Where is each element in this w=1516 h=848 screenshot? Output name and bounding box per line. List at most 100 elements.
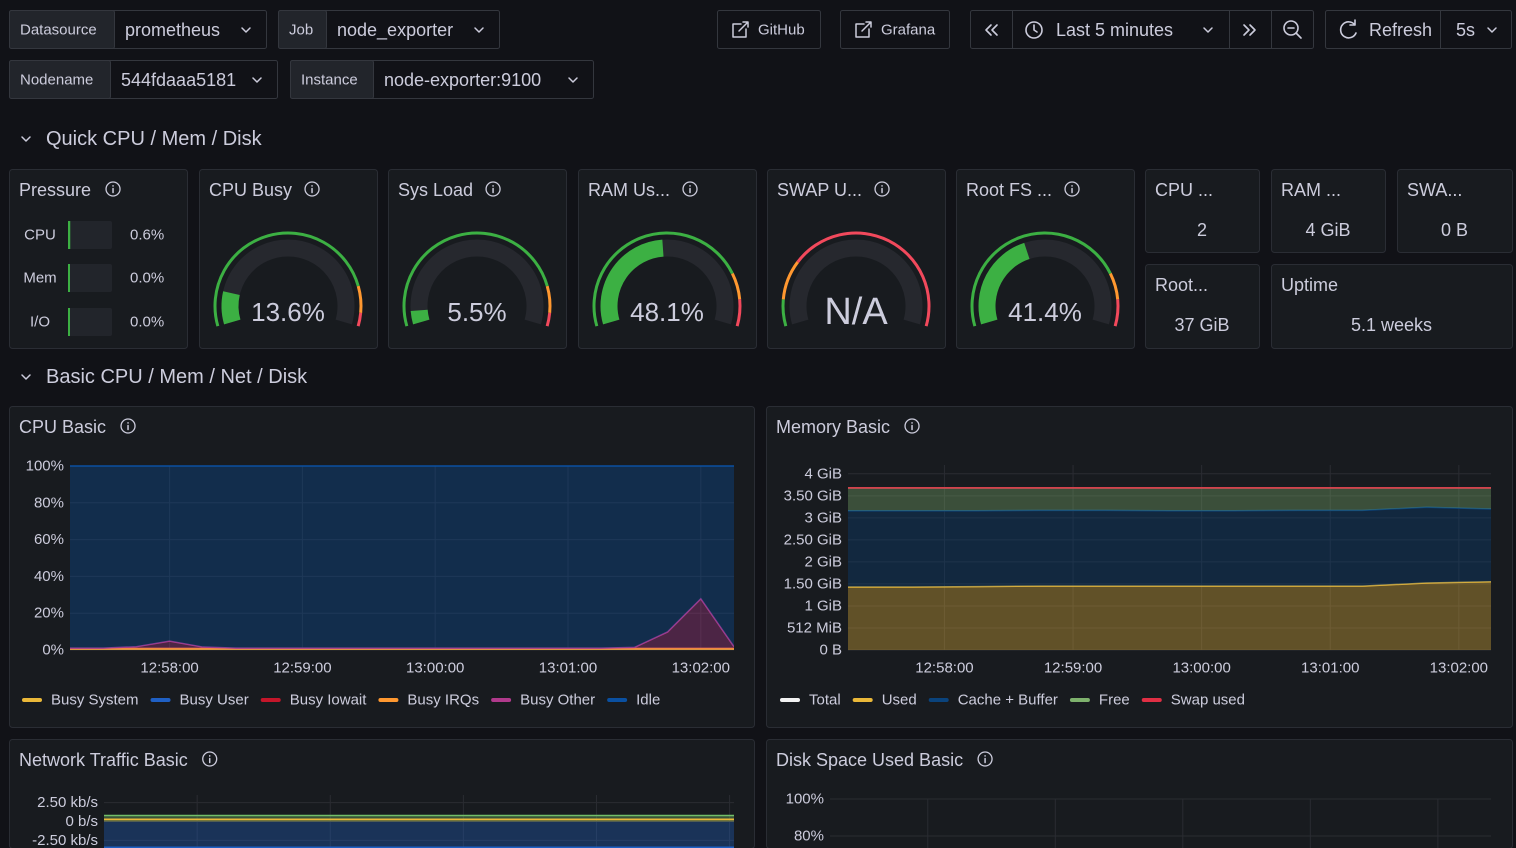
x-tick-label: 13:01:00 bbox=[539, 660, 597, 677]
gauge-value: 41.4% bbox=[1008, 297, 1082, 327]
variable-label: Nodename bbox=[20, 72, 93, 89]
panel-title: Uptime bbox=[1281, 275, 1338, 295]
link-label: Grafana bbox=[881, 22, 936, 39]
variable-value: 544fdaaa5181 bbox=[121, 70, 236, 90]
series-area bbox=[70, 466, 734, 648]
x-tick-label: 13:02:00 bbox=[672, 660, 730, 677]
y-tick-label: 2.50 kb/s bbox=[37, 794, 98, 811]
variable-label: Job bbox=[289, 22, 313, 39]
legend-label[interactable]: Free bbox=[1099, 692, 1130, 709]
y-tick-label: 3.50 GiB bbox=[784, 487, 842, 504]
stat-value: 5.1 weeks bbox=[1351, 315, 1432, 335]
legend-label[interactable]: Busy System bbox=[51, 692, 139, 709]
pressure-bar bbox=[68, 221, 70, 249]
legend-label[interactable]: Busy Other bbox=[520, 692, 595, 709]
pressure-bar-track bbox=[68, 264, 112, 292]
y-tick-label: 20% bbox=[34, 605, 64, 622]
y-tick-label: 4 GiB bbox=[804, 465, 842, 482]
panel-title: Memory Basic bbox=[776, 417, 890, 437]
y-tick-label: 40% bbox=[34, 568, 64, 585]
gauge-value: 13.6% bbox=[251, 297, 325, 327]
panel-title: CPU ... bbox=[1155, 180, 1213, 200]
variable-value: node-exporter:9100 bbox=[384, 70, 541, 90]
pressure-bar-track bbox=[68, 308, 112, 336]
panel-title: Pressure bbox=[19, 180, 91, 200]
legend-label[interactable]: Busy Iowait bbox=[290, 692, 368, 709]
legend-label[interactable]: Total bbox=[809, 692, 841, 709]
x-tick-label: 13:02:00 bbox=[1430, 660, 1488, 677]
x-tick-label: 12:59:00 bbox=[273, 660, 331, 677]
legend-label[interactable]: Used bbox=[882, 692, 917, 709]
y-tick-label: 2.50 GiB bbox=[784, 531, 842, 548]
y-tick-label: 0 B bbox=[819, 642, 842, 659]
x-tick-label: 12:58:00 bbox=[915, 660, 973, 677]
panel-title: Network Traffic Basic bbox=[19, 750, 188, 770]
legend-label[interactable]: Busy User bbox=[180, 692, 249, 709]
refresh-label[interactable]: Refresh bbox=[1369, 20, 1432, 40]
series-area bbox=[104, 822, 734, 848]
pressure-bar-track bbox=[68, 221, 112, 249]
stat-value: 37 GiB bbox=[1174, 315, 1229, 335]
pressure-label: CPU bbox=[24, 227, 56, 244]
y-tick-label: 80% bbox=[34, 494, 64, 511]
gauge-value: 5.5% bbox=[447, 297, 506, 327]
legend-label[interactable]: Idle bbox=[636, 692, 660, 709]
gauge-value-arc bbox=[419, 310, 421, 322]
panel-title: SWAP U... bbox=[777, 180, 862, 200]
plot bbox=[70, 466, 734, 650]
panel-title: CPU Busy bbox=[209, 180, 292, 200]
plot bbox=[848, 488, 1491, 650]
row-title[interactable]: Quick CPU / Mem / Disk bbox=[46, 128, 263, 150]
legend-label[interactable]: Busy IRQs bbox=[407, 692, 479, 709]
panel-title: SWA... bbox=[1407, 180, 1462, 200]
pressure-value: 0.0% bbox=[130, 314, 164, 331]
panel-title: Root... bbox=[1155, 275, 1208, 295]
y-tick-label: -2.50 kb/s bbox=[32, 832, 98, 848]
y-tick-label: 0 b/s bbox=[65, 813, 98, 830]
pressure-bar bbox=[68, 308, 70, 336]
y-tick-label: 80% bbox=[794, 828, 824, 845]
time-range[interactable]: Last 5 minutes bbox=[1056, 20, 1173, 40]
stat-value: 0 B bbox=[1441, 220, 1468, 240]
y-tick-label: 512 MiB bbox=[787, 619, 842, 636]
pressure-value: 0.0% bbox=[130, 270, 164, 287]
series-area bbox=[848, 507, 1491, 587]
panel-title: RAM Us... bbox=[588, 180, 670, 200]
panel-title: Root FS ... bbox=[966, 180, 1052, 200]
chevron-icon bbox=[22, 137, 30, 141]
y-tick-label: 3 GiB bbox=[804, 509, 842, 526]
y-tick-label: 100% bbox=[786, 791, 824, 808]
row-title[interactable]: Basic CPU / Mem / Net / Disk bbox=[46, 366, 308, 388]
panel-title: RAM ... bbox=[1281, 180, 1341, 200]
variable-label: Datasource bbox=[20, 22, 97, 39]
panel-title: Disk Space Used Basic bbox=[776, 750, 963, 770]
variable-label: Instance bbox=[301, 72, 358, 89]
y-tick-label: 0% bbox=[42, 642, 64, 659]
y-tick-label: 60% bbox=[34, 531, 64, 548]
series-area bbox=[848, 488, 1491, 511]
legend-label[interactable]: Swap used bbox=[1171, 692, 1245, 709]
x-tick-label: 12:59:00 bbox=[1044, 660, 1102, 677]
gauge-value: N/A bbox=[824, 291, 888, 333]
refresh-interval[interactable]: 5s bbox=[1456, 20, 1475, 40]
x-tick-label: 12:58:00 bbox=[140, 660, 198, 677]
legend-label[interactable]: Cache + Buffer bbox=[958, 692, 1058, 709]
pressure-bar bbox=[68, 264, 70, 292]
variable-value: node_exporter bbox=[337, 20, 453, 41]
y-tick-label: 1.50 GiB bbox=[784, 575, 842, 592]
panel-title: CPU Basic bbox=[19, 417, 106, 437]
y-tick-label: 100% bbox=[26, 458, 64, 475]
variable-value: prometheus bbox=[125, 20, 220, 40]
panel-title: Sys Load bbox=[398, 180, 473, 200]
x-tick-label: 13:00:00 bbox=[406, 660, 464, 677]
plot bbox=[104, 815, 734, 847]
gauge-value-arc bbox=[230, 293, 232, 322]
series-area bbox=[848, 582, 1491, 650]
y-tick-label: 1 GiB bbox=[804, 597, 842, 614]
stat-value: 2 bbox=[1197, 220, 1207, 240]
stat-value: 4 GiB bbox=[1305, 220, 1350, 240]
y-tick-label: 2 GiB bbox=[804, 553, 842, 570]
